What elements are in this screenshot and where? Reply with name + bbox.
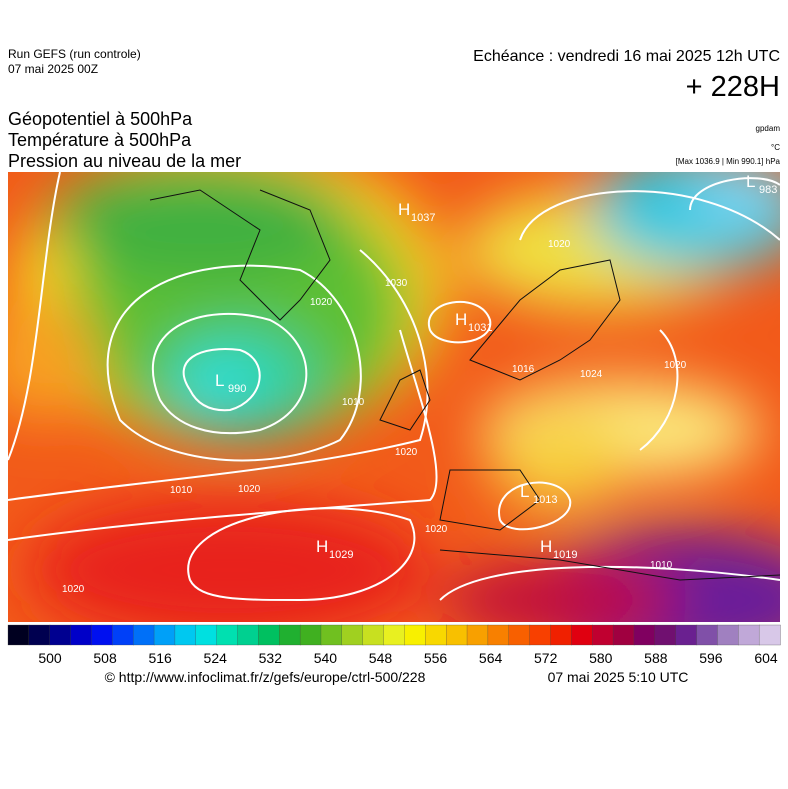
- isobar-label: 1020: [548, 239, 571, 250]
- colorbar-label: 572: [534, 650, 558, 666]
- colorbar-cell: [299, 624, 322, 646]
- isobar-label: 1020: [62, 584, 85, 595]
- lead-time: + 228H: [686, 71, 780, 103]
- center-value: 1019: [553, 549, 577, 561]
- source-url: © http://www.infoclimat.fr/z/gefs/europe…: [105, 669, 426, 685]
- colorbar-cell: [508, 624, 531, 646]
- isobar-label: 1010: [650, 560, 673, 571]
- colorbar-label: 516: [148, 650, 172, 666]
- colorbar-label: 588: [644, 650, 668, 666]
- colorbar-cell: [675, 624, 698, 646]
- center-kind: L: [746, 172, 755, 191]
- generated-time: 07 mai 2025 5:10 UTC: [548, 669, 689, 685]
- colorbar-cell: [216, 624, 239, 646]
- colorbar-label: 596: [699, 650, 723, 666]
- isobar-label: 1030: [385, 278, 408, 289]
- colorbar-cell: [717, 624, 739, 646]
- colorbar-label: 500: [38, 650, 62, 666]
- colorbar-cell: [341, 624, 364, 646]
- colorbar-label: 548: [369, 650, 393, 666]
- colorbar-cell: [425, 624, 447, 646]
- isobar-label: 1020: [238, 484, 261, 495]
- colorbar-cell: [758, 624, 781, 646]
- colorbar-cell: [404, 624, 426, 646]
- colorbar-label: 556: [424, 650, 448, 666]
- colorbar-cell: [49, 624, 72, 646]
- colorbar-cell: [529, 624, 552, 646]
- center-kind: H: [398, 200, 410, 219]
- unit-pressure: [Max 1036.9 | Min 990.1] hPa: [676, 157, 781, 166]
- title-geopotential: Géopotentiel à 500hPa: [8, 109, 193, 129]
- center-kind: H: [316, 537, 328, 556]
- colorbar-cell: [446, 624, 468, 646]
- center-value: 1031: [468, 322, 492, 334]
- colorbar-cell: [70, 624, 93, 646]
- center-kind: L: [215, 371, 224, 390]
- colorbar-label: 540: [314, 650, 338, 666]
- isobar-label: 1024: [580, 369, 603, 380]
- isobar-label: 1020: [425, 524, 448, 535]
- colorbar-label: 524: [204, 650, 228, 666]
- colorbar-cell: [362, 624, 385, 646]
- isobar-label: 1010: [342, 397, 365, 408]
- center-kind: H: [455, 310, 467, 329]
- colorbar-cell: [28, 624, 51, 646]
- colorbar-label: 580: [589, 650, 613, 666]
- colorbar-cell: [91, 624, 113, 646]
- run-date: 07 mai 2025 00Z: [8, 62, 98, 76]
- colorbar-cell: [466, 624, 489, 646]
- colorbar-cell: [279, 624, 301, 646]
- colorbar-cell: [592, 624, 614, 646]
- run-label: Run GEFS (run controle): [8, 47, 141, 61]
- colorbar-cell: [612, 624, 635, 646]
- isobar-label: 1020: [395, 447, 418, 458]
- center-kind: L: [520, 482, 529, 501]
- title-pressure: Pression au niveau de la mer: [8, 151, 241, 171]
- colorbar-cell: [487, 624, 510, 646]
- colorbar-label: 604: [754, 650, 778, 666]
- colorbar-cell: [112, 624, 134, 646]
- isobar-label: 1020: [310, 297, 333, 308]
- colorbar-cell: [153, 624, 176, 646]
- colorbar-label: 564: [479, 650, 503, 666]
- center-value: 983: [759, 184, 777, 196]
- center-kind: H: [540, 537, 552, 556]
- colorbar-cell: [696, 624, 719, 646]
- center-value: 990: [228, 383, 246, 395]
- colorbar-cell: [237, 624, 260, 646]
- colorbar-cell: [133, 624, 155, 646]
- colorbar-label: 508: [93, 650, 117, 666]
- colorbar-cell: [258, 624, 280, 646]
- forecast-time: Echéance : vendredi 16 mai 2025 12h UTC: [473, 48, 780, 65]
- isobar-label: 1010: [170, 485, 193, 496]
- unit-temperature: °C: [771, 143, 780, 152]
- colorbar-cell: [320, 624, 343, 646]
- colorbar-cell: [383, 624, 406, 646]
- colorbar-cell: [633, 624, 656, 646]
- center-value: 1029: [329, 549, 353, 561]
- colorbar-cell: [571, 624, 593, 646]
- unit-geopotential: gpdam: [756, 124, 781, 133]
- colorbar-cell: [7, 624, 30, 646]
- isobar-label: 1016: [512, 364, 535, 375]
- center-value: 1013: [533, 494, 557, 506]
- title-temperature: Température à 500hPa: [8, 130, 192, 150]
- isobar-label: 1020: [664, 360, 687, 371]
- colorbar-cell: [195, 624, 218, 646]
- colorbar-cell: [654, 624, 677, 646]
- colorbar-cell: [174, 624, 197, 646]
- colorbar-cell: [550, 624, 573, 646]
- colorbar-label: 532: [259, 650, 283, 666]
- center-value: 1037: [411, 212, 435, 224]
- colorbar: 500 508 516 524 532 540 548 556 564 572 580 588 596 6…: [7, 624, 781, 666]
- colorbar-cell: [738, 624, 760, 646]
